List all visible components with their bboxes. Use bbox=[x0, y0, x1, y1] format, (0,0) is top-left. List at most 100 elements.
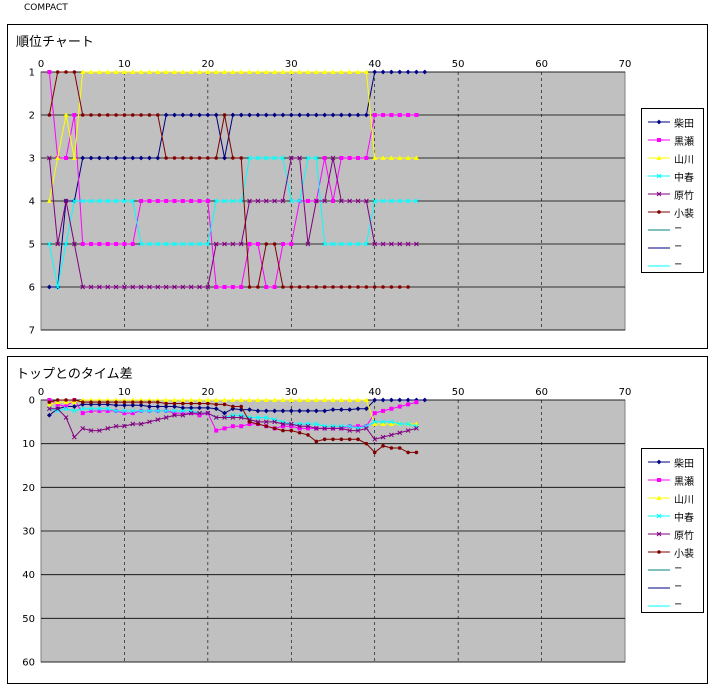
data-point bbox=[280, 112, 286, 118]
data-point bbox=[55, 241, 61, 247]
data-point bbox=[64, 404, 69, 409]
x-tick-label: 60 bbox=[535, 387, 548, 398]
data-point bbox=[247, 155, 252, 161]
data-point bbox=[330, 69, 336, 74]
data-point bbox=[305, 199, 310, 203]
data-point bbox=[289, 424, 294, 429]
data-point bbox=[288, 198, 294, 204]
data-point bbox=[205, 397, 211, 402]
data-point bbox=[138, 69, 144, 74]
data-point bbox=[64, 398, 68, 402]
data-point bbox=[80, 400, 85, 404]
data-point bbox=[55, 155, 61, 160]
data-point bbox=[389, 406, 394, 411]
data-point bbox=[322, 112, 328, 118]
data-point bbox=[347, 407, 353, 413]
data-point bbox=[222, 415, 227, 420]
legend-item: − bbox=[642, 257, 703, 275]
data-point bbox=[405, 198, 411, 204]
data-point bbox=[263, 415, 269, 420]
data-point bbox=[71, 404, 77, 409]
data-point bbox=[422, 397, 428, 403]
data-point bbox=[46, 198, 52, 203]
data-point bbox=[255, 415, 261, 420]
x-tick-label: 20 bbox=[201, 59, 214, 70]
data-point bbox=[96, 69, 102, 74]
data-point bbox=[381, 285, 385, 289]
data-point bbox=[306, 433, 310, 437]
data-point bbox=[389, 69, 394, 75]
data-point bbox=[64, 70, 68, 74]
data-point bbox=[172, 404, 177, 409]
data-point bbox=[147, 241, 152, 247]
data-point bbox=[181, 401, 185, 406]
data-point bbox=[97, 428, 102, 433]
data-point bbox=[163, 408, 169, 414]
data-point bbox=[114, 113, 118, 117]
data-point bbox=[88, 406, 94, 412]
data-point bbox=[172, 408, 177, 414]
data-point bbox=[322, 426, 328, 431]
data-point bbox=[330, 155, 336, 161]
x-tick-label: 30 bbox=[285, 387, 298, 398]
data-point bbox=[288, 421, 294, 427]
data-point bbox=[231, 404, 235, 409]
data-point bbox=[347, 437, 352, 442]
data-point bbox=[213, 415, 219, 420]
data-point bbox=[313, 155, 319, 161]
data-point bbox=[205, 410, 211, 416]
data-point bbox=[122, 113, 127, 117]
data-point bbox=[364, 426, 369, 431]
data-point bbox=[305, 408, 311, 414]
data-point bbox=[355, 69, 361, 74]
data-point bbox=[356, 156, 361, 160]
data-point bbox=[222, 426, 227, 431]
data-point bbox=[330, 112, 336, 118]
data-point bbox=[255, 198, 261, 204]
data-point bbox=[338, 198, 344, 204]
gap-chart-panel: 0 10 20 30 40 50 60 70 0 10 20 30 40 50 60 トップとのタイム差 柴… bbox=[7, 356, 708, 684]
data-point bbox=[138, 408, 144, 414]
data-point bbox=[281, 428, 285, 433]
legend-swatch bbox=[648, 478, 670, 482]
data-point bbox=[313, 69, 319, 74]
data-point bbox=[105, 284, 111, 290]
x-tick-label: 50 bbox=[452, 387, 465, 398]
data-point bbox=[330, 407, 336, 413]
data-point bbox=[347, 423, 353, 429]
data-point bbox=[305, 155, 311, 161]
data-point bbox=[413, 155, 420, 160]
data-point bbox=[163, 404, 169, 409]
data-point bbox=[272, 155, 277, 161]
data-point bbox=[163, 397, 169, 402]
data-point bbox=[322, 397, 328, 402]
data-point bbox=[338, 426, 344, 431]
legend-item: − bbox=[642, 579, 703, 597]
legend-label: − bbox=[674, 581, 683, 592]
data-point bbox=[356, 285, 360, 289]
gap-chart-title: トップとのタイム差 bbox=[16, 367, 133, 382]
data-point bbox=[222, 241, 227, 247]
legend-marker bbox=[656, 531, 662, 537]
data-point bbox=[230, 69, 236, 74]
y-tick-label: 20 bbox=[22, 483, 35, 494]
data-point bbox=[263, 112, 269, 118]
x-tick-label: 10 bbox=[118, 387, 131, 398]
data-point bbox=[89, 113, 93, 117]
data-point bbox=[63, 406, 69, 412]
data-point bbox=[55, 70, 60, 74]
legend-label: 柴田 bbox=[674, 459, 694, 470]
legend-marker bbox=[657, 550, 661, 554]
data-point bbox=[389, 419, 394, 425]
data-point bbox=[322, 285, 327, 289]
data-point bbox=[322, 198, 328, 204]
legend-marker bbox=[657, 478, 661, 482]
legend-marker bbox=[656, 119, 662, 125]
data-point bbox=[172, 199, 177, 203]
x-tick-label: 40 bbox=[368, 387, 381, 398]
data-point bbox=[147, 408, 152, 414]
data-point bbox=[414, 113, 419, 117]
data-point bbox=[147, 419, 152, 425]
data-point bbox=[297, 408, 303, 414]
data-point bbox=[172, 284, 177, 290]
